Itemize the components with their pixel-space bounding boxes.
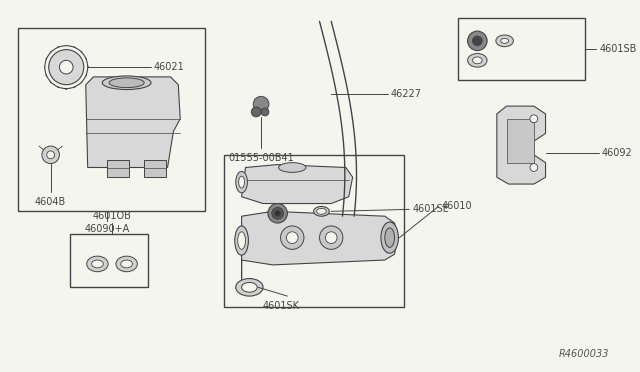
- Ellipse shape: [317, 208, 326, 214]
- Bar: [458, 19, 584, 80]
- Text: 46227: 46227: [390, 89, 422, 99]
- Ellipse shape: [241, 282, 257, 292]
- Text: 46010: 46010: [442, 202, 472, 211]
- Ellipse shape: [275, 210, 280, 216]
- Text: 4601SB: 4601SB: [599, 44, 637, 54]
- Text: 4604B: 4604B: [35, 197, 67, 207]
- Ellipse shape: [239, 176, 244, 188]
- Ellipse shape: [496, 35, 513, 47]
- Text: 4601SK: 4601SK: [263, 301, 300, 311]
- Ellipse shape: [92, 260, 103, 268]
- Polygon shape: [241, 164, 353, 203]
- Circle shape: [319, 226, 343, 249]
- Ellipse shape: [237, 232, 246, 249]
- Ellipse shape: [381, 222, 399, 253]
- Circle shape: [252, 107, 261, 117]
- Polygon shape: [241, 211, 397, 279]
- Ellipse shape: [102, 76, 151, 90]
- Polygon shape: [497, 106, 545, 184]
- Ellipse shape: [86, 256, 108, 272]
- Text: 01555-00B41: 01555-00B41: [228, 153, 294, 163]
- Circle shape: [325, 232, 337, 244]
- Ellipse shape: [121, 260, 132, 268]
- Text: 46090+A: 46090+A: [84, 224, 130, 234]
- Polygon shape: [86, 77, 180, 167]
- Text: 46021: 46021: [154, 62, 185, 72]
- Ellipse shape: [472, 57, 482, 64]
- Text: 4601SE: 4601SE: [412, 204, 449, 214]
- Ellipse shape: [236, 279, 263, 296]
- Bar: [144, 160, 166, 177]
- Circle shape: [49, 49, 84, 85]
- Bar: [17, 28, 205, 211]
- Circle shape: [468, 31, 487, 51]
- Circle shape: [287, 232, 298, 244]
- Ellipse shape: [278, 163, 306, 172]
- Ellipse shape: [235, 226, 248, 255]
- Circle shape: [60, 60, 73, 74]
- Text: R4600033: R4600033: [558, 349, 609, 359]
- Circle shape: [530, 115, 538, 123]
- Circle shape: [472, 36, 482, 46]
- Bar: [70, 234, 148, 287]
- Ellipse shape: [109, 78, 144, 88]
- Ellipse shape: [385, 228, 394, 247]
- Ellipse shape: [500, 38, 509, 43]
- Bar: [107, 160, 129, 177]
- Bar: [507, 119, 534, 163]
- Ellipse shape: [116, 256, 138, 272]
- Circle shape: [280, 226, 304, 249]
- Circle shape: [530, 164, 538, 171]
- Circle shape: [47, 151, 54, 159]
- Text: 46092: 46092: [602, 148, 633, 158]
- Circle shape: [253, 96, 269, 112]
- Ellipse shape: [236, 171, 248, 193]
- Circle shape: [45, 46, 88, 89]
- Ellipse shape: [272, 208, 284, 219]
- Ellipse shape: [268, 203, 287, 223]
- Text: 4601OB: 4601OB: [93, 211, 131, 221]
- Circle shape: [261, 108, 269, 116]
- Ellipse shape: [468, 54, 487, 67]
- Bar: [224, 155, 404, 307]
- Circle shape: [42, 146, 60, 164]
- Ellipse shape: [314, 206, 329, 216]
